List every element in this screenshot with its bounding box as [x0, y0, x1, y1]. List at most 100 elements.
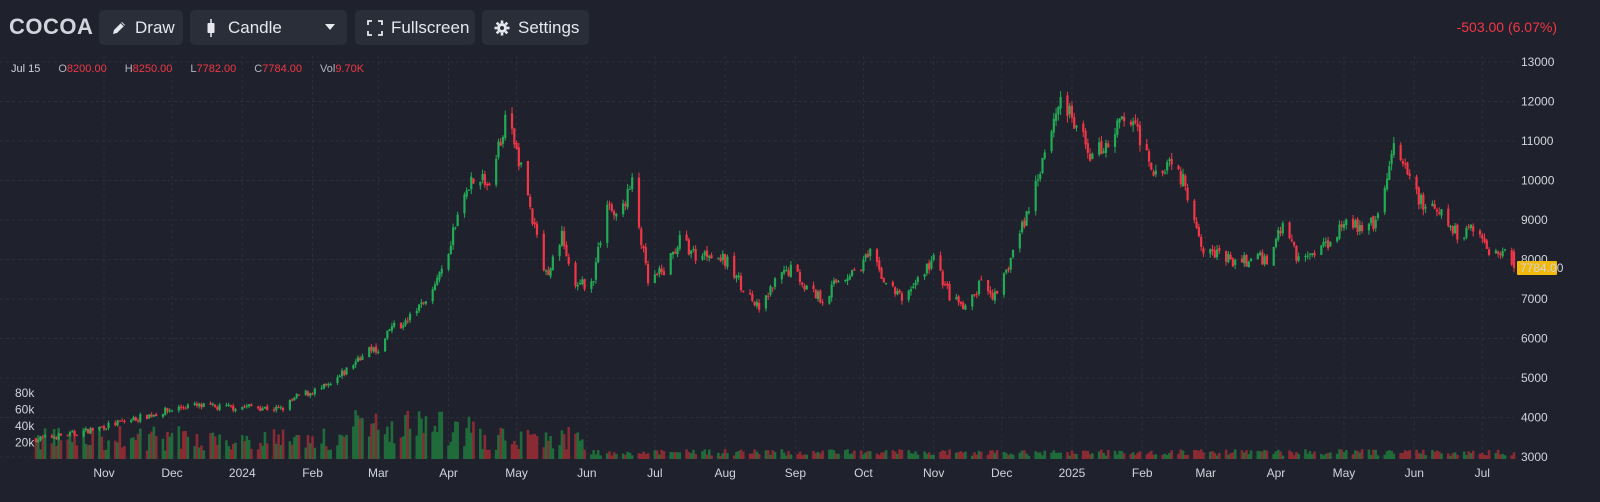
volume-bar — [1265, 450, 1269, 459]
volume-bar — [1197, 450, 1201, 459]
candle-body — [277, 407, 280, 409]
volume-bar — [1304, 449, 1307, 459]
candle-body — [1231, 258, 1235, 267]
candle-body — [726, 256, 729, 267]
candle-body — [1293, 242, 1296, 246]
candle-body — [907, 290, 910, 300]
candle-body — [148, 414, 151, 419]
candle-body — [658, 268, 661, 274]
volume-bar — [1081, 450, 1085, 459]
volume-bar — [639, 453, 643, 459]
candle-body — [34, 438, 38, 443]
volume-bar — [1233, 449, 1237, 459]
fullscreen-button[interactable]: Fullscreen — [355, 10, 475, 45]
candle-body — [1340, 224, 1343, 228]
settings-button[interactable]: Settings — [482, 10, 589, 45]
toolbar: COCOA Draw Candle Fullscreen Settings -5… — [0, 0, 1600, 56]
volume-bar — [1027, 455, 1031, 459]
volume-bar — [218, 434, 221, 459]
volume-bar — [259, 442, 262, 459]
volume-bar — [1390, 450, 1393, 459]
volume-bar — [1496, 449, 1500, 459]
candle-body — [678, 235, 681, 249]
candle-body — [1152, 171, 1155, 176]
candle-body — [1406, 162, 1409, 175]
candle-body — [576, 284, 579, 287]
volume-bar — [415, 435, 419, 459]
candle-body — [1027, 211, 1030, 214]
volume-bar — [1122, 453, 1126, 459]
volume-bar — [1113, 450, 1117, 459]
volume-bar — [1288, 450, 1291, 459]
volume-bar — [805, 454, 809, 459]
volume-bar — [1147, 452, 1151, 459]
volume-bar — [710, 455, 713, 459]
volume-bar — [1231, 452, 1235, 459]
candle-body — [1501, 251, 1504, 257]
candle-body — [170, 410, 174, 412]
volume-bar — [1050, 452, 1053, 459]
volume-bar — [1009, 453, 1013, 459]
x-tick-label: Dec — [161, 466, 182, 480]
volume-bar — [1344, 450, 1348, 459]
candle-body — [1066, 95, 1069, 116]
volume-bar — [1041, 455, 1044, 459]
candle-body — [39, 436, 42, 441]
candle-body — [531, 208, 534, 224]
candle-body — [404, 320, 407, 326]
candle-body — [1424, 207, 1427, 209]
volume-bar — [43, 428, 47, 459]
candle-body — [1372, 215, 1375, 230]
candle-body — [440, 268, 443, 274]
volume-bar — [533, 433, 537, 459]
volume-bar — [957, 452, 960, 459]
volume-bar — [66, 439, 70, 459]
volume-bar — [637, 453, 641, 459]
volume-bar — [136, 433, 140, 459]
candle-body — [1134, 120, 1137, 123]
volume-bar — [1245, 450, 1248, 459]
candle-body — [1435, 209, 1439, 212]
candle-body — [150, 414, 153, 417]
candle-body — [1361, 225, 1364, 231]
candle-body — [517, 147, 520, 167]
volume-bar — [209, 433, 212, 459]
candle-body — [1385, 178, 1389, 190]
chart-type-dropdown[interactable]: Candle — [190, 10, 347, 45]
candle-body — [168, 410, 171, 412]
candle-body — [241, 406, 244, 410]
candle-body — [612, 211, 616, 216]
volume-bar — [1088, 454, 1092, 459]
volume-bar — [1020, 450, 1024, 459]
candle-body — [701, 255, 704, 260]
candle-body — [399, 322, 403, 329]
volume-bar — [748, 453, 752, 459]
candle-body — [130, 420, 133, 422]
volume-bar — [1290, 452, 1294, 459]
candle-body — [402, 324, 405, 328]
candle-body — [656, 274, 659, 276]
candle-body — [796, 264, 799, 272]
draw-button[interactable]: Draw — [99, 10, 183, 45]
volume-bar — [1471, 450, 1475, 459]
candle-body — [594, 262, 598, 280]
candle-body — [959, 302, 962, 304]
candle-body — [789, 264, 792, 277]
candle-body — [1050, 131, 1053, 152]
candle-body — [433, 284, 437, 291]
volume-bar — [948, 449, 951, 459]
legend-open-value: 8200.00 — [66, 63, 107, 75]
pencil-icon — [111, 19, 127, 37]
volume-bar — [75, 445, 79, 459]
volume-bar — [979, 451, 983, 459]
candle-body — [504, 114, 507, 139]
volume-bar — [1388, 450, 1391, 459]
candle-body — [1472, 226, 1475, 232]
candle-body — [1431, 203, 1434, 207]
candle-body — [1327, 240, 1330, 249]
volume-bar — [859, 450, 863, 459]
price-change: -503.00 (6.07%) — [1456, 19, 1557, 35]
candle-body — [835, 279, 838, 283]
volume-bar — [717, 452, 720, 459]
